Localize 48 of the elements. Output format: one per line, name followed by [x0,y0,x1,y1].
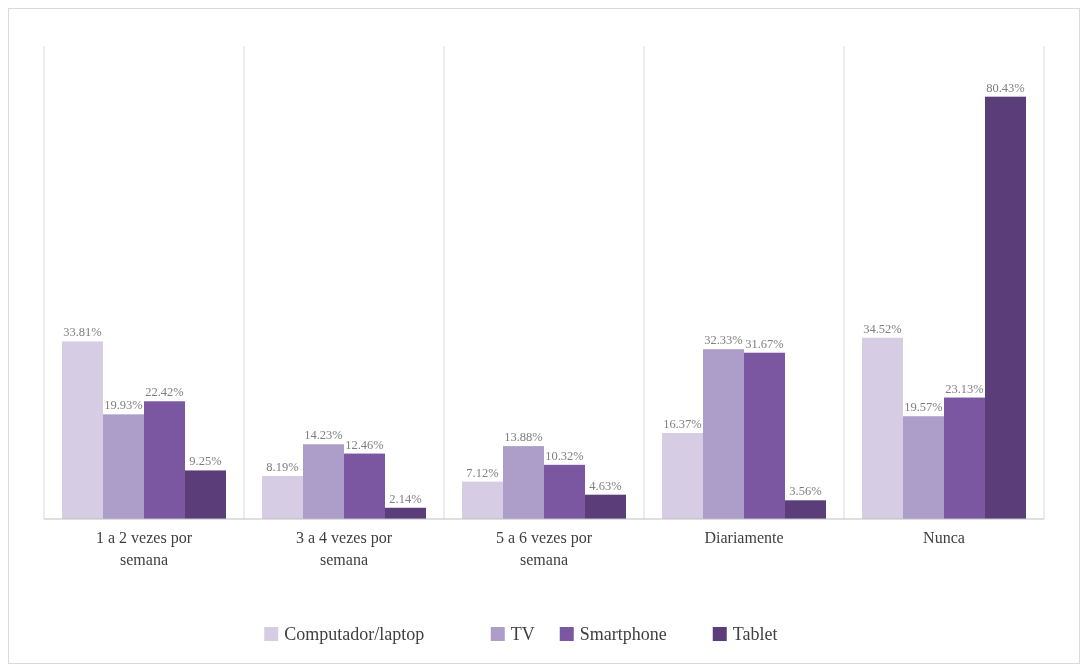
bar [944,397,985,519]
data-label: 23.13% [945,381,984,396]
data-label: 22.42% [145,385,184,400]
data-label: 9.25% [189,454,222,469]
bar [703,349,744,519]
bar [462,481,503,519]
data-label: 8.19% [266,460,299,474]
data-label: 19.57% [904,400,943,415]
bar [744,352,785,519]
x-tick-label: Nunca [923,529,965,546]
bar [544,464,585,519]
data-label: 7.12% [466,465,499,480]
bar [103,414,144,519]
bar [785,500,826,519]
bar [144,401,185,519]
bar [503,446,544,519]
bar [662,433,703,519]
data-label: 31.67% [745,336,784,351]
x-tick-label: 3 a 4 vezes por semana [296,529,393,568]
x-tick-label: 5 a 6 vezes por semana [496,529,593,568]
data-label: 19.93% [104,398,143,413]
data-label: 4.63% [589,478,622,493]
data-label: 2.14% [389,491,422,506]
data-label: 10.32% [545,448,584,463]
legend-label: Smartphone [579,624,667,644]
data-label: 34.52% [863,321,902,336]
x-tick-label: Diariamente [704,529,784,546]
data-label: 16.37% [663,417,702,432]
data-label: 12.46% [345,437,384,452]
bar [262,476,303,519]
data-label: 14.23% [304,428,343,443]
bar [62,341,103,519]
bar [903,416,944,519]
bar [344,453,385,519]
bar [985,96,1026,519]
data-label: 33.81% [63,325,102,340]
data-label: 13.88% [504,430,543,445]
bar [862,337,903,519]
bar [185,470,226,519]
legend-label: Tablet [732,624,778,644]
data-label: 3.56% [789,484,822,499]
bar [303,444,344,519]
legend-label: TV [510,624,535,644]
data-label: 32.33% [704,333,743,348]
legend-label: Computador/laptop [284,624,425,644]
bar [585,494,626,519]
data-label: 80.43% [986,80,1025,95]
x-tick-label: 1 a 2 vezes por semana [96,529,193,568]
